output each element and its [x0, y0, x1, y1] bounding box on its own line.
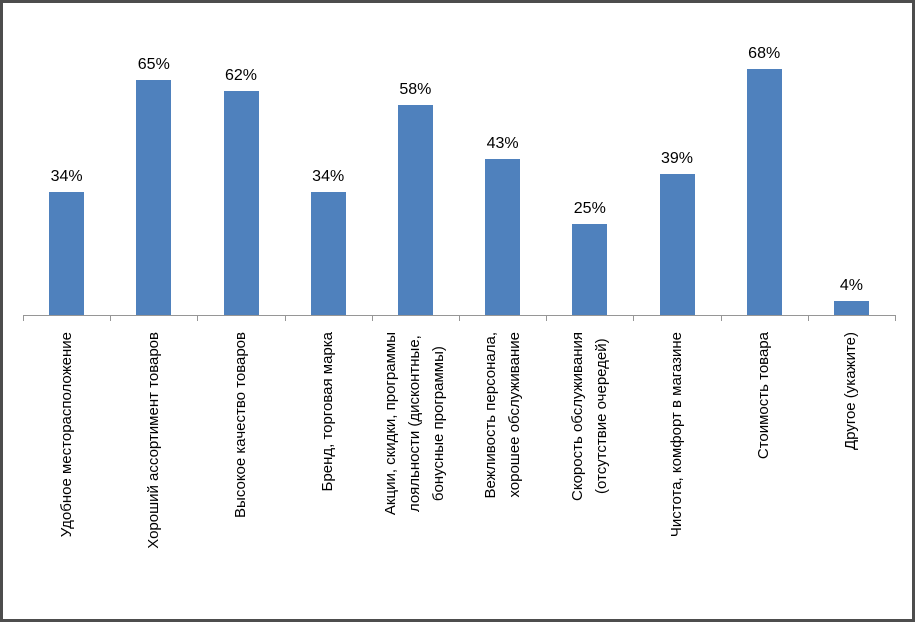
x-axis-category-cell: Вежливость персонала, хорошее обслуживан… — [459, 315, 546, 549]
x-axis-category-cell: Акции, скидки, программы лояльности (дис… — [372, 315, 459, 549]
x-axis-tick — [633, 315, 635, 321]
x-axis-category-cell: Высокое качество товаров — [197, 315, 284, 549]
x-axis-tick — [110, 315, 112, 321]
bar-value-label: 34% — [50, 168, 83, 185]
bar — [310, 192, 346, 315]
bar — [49, 192, 85, 315]
bar — [659, 174, 695, 315]
x-axis-tick — [546, 315, 548, 321]
x-axis-category-cell: Удобное месторасположение — [23, 315, 110, 549]
x-axis-category-cell: Скорость обслуживания (отсутствие очеред… — [546, 315, 633, 549]
bar — [136, 80, 172, 315]
x-axis-tick — [23, 315, 24, 321]
bar-value-label: 25% — [573, 200, 606, 217]
x-axis-tick — [807, 315, 809, 321]
x-axis-category-label: Высокое качество товаров — [231, 332, 249, 518]
x-axis-category-label: Вежливость персонала, хорошее обслуживан… — [481, 332, 523, 499]
bar — [572, 224, 608, 315]
x-axis-category-cell: Другое (укажите) — [808, 315, 895, 549]
bar-value-label: 39% — [660, 150, 694, 167]
plot-area: 34% 65% 62% 34% 58% 43% 25% 39% 68% 4% — [3, 3, 912, 315]
bar-value-label: 34% — [312, 168, 345, 185]
x-axis-tick — [895, 315, 896, 321]
bar — [223, 91, 259, 315]
x-axis-category-cell: Бренд, торговая марка — [285, 315, 372, 549]
x-axis-category-label: Акции, скидки, программы лояльности (дис… — [382, 332, 448, 516]
bar-value-label: 65% — [137, 56, 170, 73]
bar-value-label: 62% — [224, 67, 258, 84]
x-axis-category-label: Чистота, комфорт в магазине — [667, 332, 685, 538]
bar — [397, 105, 433, 315]
bar — [833, 301, 869, 315]
bar-value-label: 43% — [486, 135, 519, 152]
x-axis-category-label: Хороший ассортимент товаров — [144, 332, 162, 549]
bar — [746, 69, 782, 315]
bar — [485, 159, 521, 315]
x-axis-labels-row: Удобное месторасположение Хороший ассорти… — [23, 315, 895, 549]
x-axis-tick — [371, 315, 373, 321]
x-axis-category-label: Стоимость товара — [755, 332, 773, 460]
bar-value-label: 68% — [748, 45, 781, 62]
x-axis-category-cell: Стоимость товара — [721, 315, 808, 549]
x-axis-category-cell: Чистота, комфорт в магазине — [633, 315, 720, 549]
x-axis-category-label: Удобное месторасположение — [57, 332, 75, 538]
bar-value-label: 4% — [839, 277, 863, 294]
x-axis-category-cell: Хороший ассортимент товаров — [110, 315, 197, 549]
x-axis-tick — [284, 315, 286, 321]
x-axis-tick — [720, 315, 722, 321]
x-axis-tick — [197, 315, 199, 321]
x-axis-category-label: Бренд, торговая марка — [319, 332, 337, 492]
x-axis-tick — [459, 315, 460, 321]
x-axis-category-label: Скорость обслуживания (отсутствие очеред… — [568, 332, 610, 501]
bar-value-label: 58% — [399, 81, 432, 98]
x-axis-category-label: Другое (укажите) — [842, 332, 860, 451]
